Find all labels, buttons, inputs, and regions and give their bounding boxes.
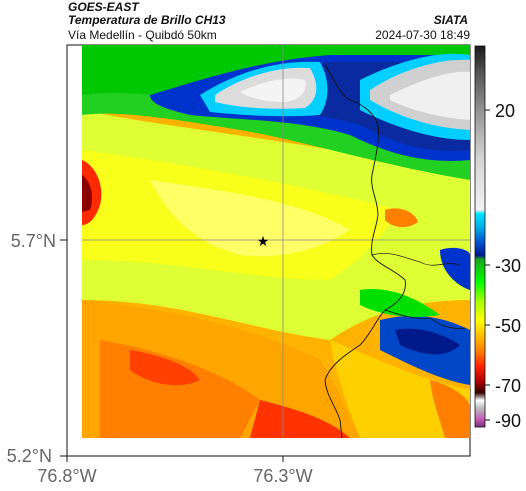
source-label: SIATA	[433, 13, 468, 27]
boundary-branch	[371, 253, 461, 266]
lat-label-5-2: 5.2°N	[7, 446, 52, 466]
lon-label-76-8: 76.8°W	[37, 466, 96, 486]
colorbar-label-minus70: -70	[495, 376, 521, 396]
colorbar-label-minus30: -30	[495, 256, 521, 276]
route-subtitle: Vía Medellín - Quibdó 50km	[68, 28, 217, 42]
colorbar-label-minus90: -90	[495, 411, 521, 431]
boundary-branch-2	[384, 309, 466, 329]
colorbar-label-minus50: -50	[495, 316, 521, 336]
brightness-field	[82, 45, 470, 438]
colorbar	[474, 45, 486, 428]
lon-label-76-3: 76.3°W	[253, 466, 312, 486]
colorbar-label-20: 20	[495, 101, 515, 121]
lat-label-5-7: 5.7°N	[11, 231, 56, 251]
product-title: Temperatura de Brillo CH13	[68, 13, 226, 27]
star-icon: ★	[257, 234, 270, 250]
satellite-label: GOES-EAST	[68, 0, 139, 14]
timestamp-label: 2024-07-30 18:49	[375, 28, 470, 42]
